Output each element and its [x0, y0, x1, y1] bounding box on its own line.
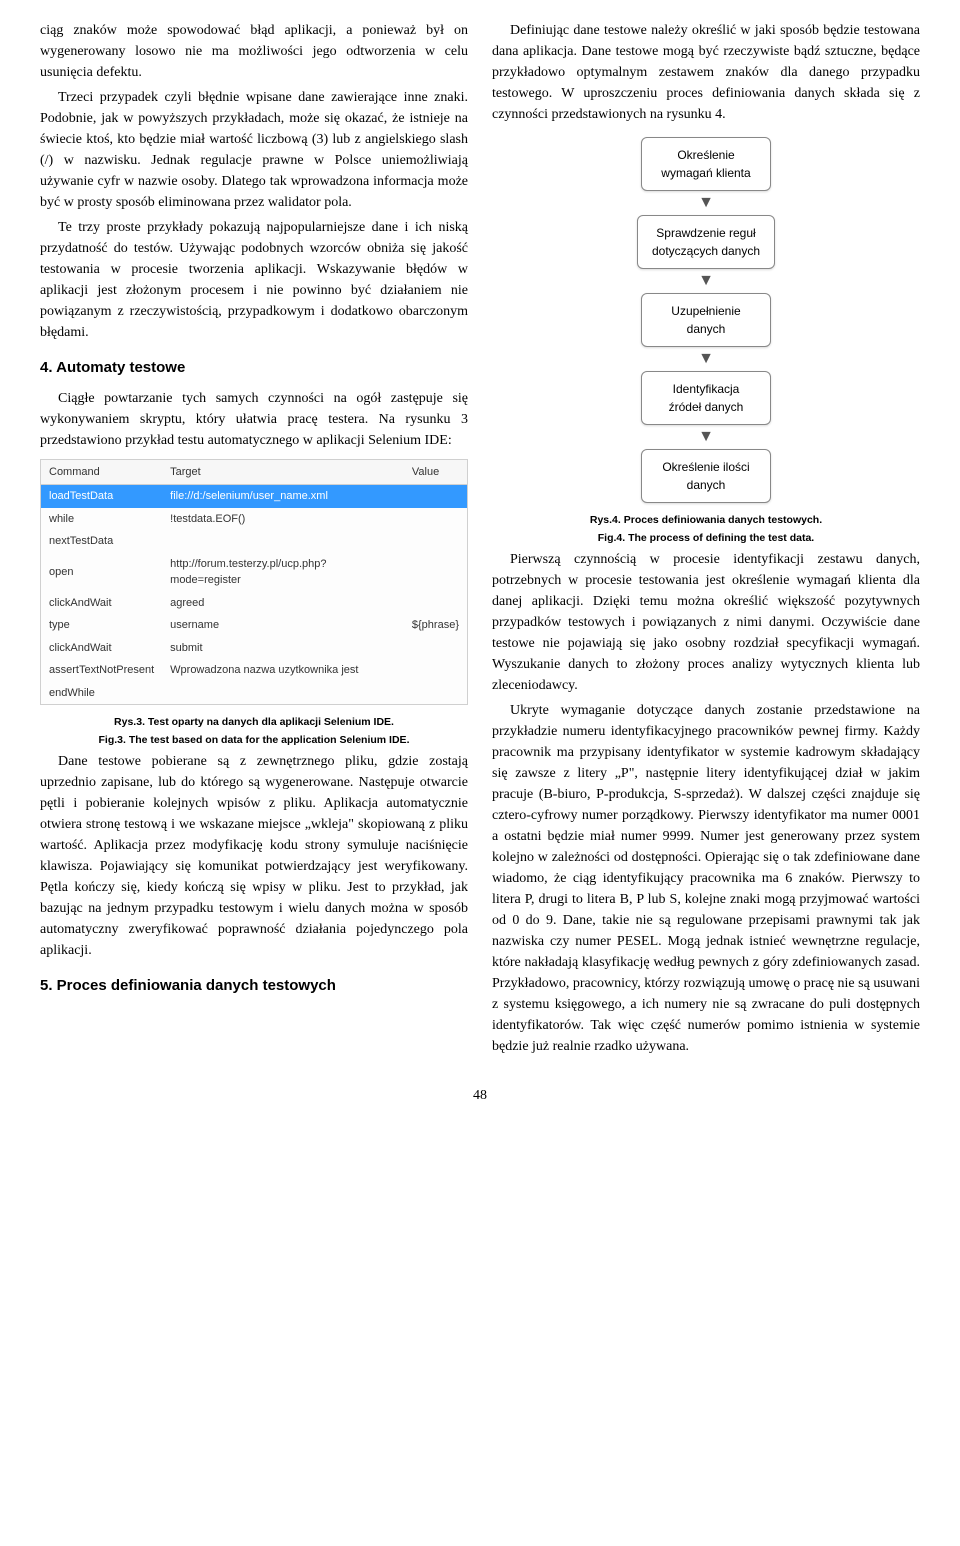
figure-4-caption-rys: Rys.4. Proces definiowania danych testow… [492, 513, 920, 529]
section-heading-4: 4. Automaty testowe [40, 357, 468, 380]
table-cell [404, 659, 468, 682]
selenium-ide-table: CommandTargetValue loadTestDatafile://d:… [40, 459, 468, 706]
table-cell: assertTextNotPresent [41, 659, 163, 682]
table-row: while!testdata.EOF() [41, 508, 468, 531]
para: Ciągłe powtarzanie tych samych czynności… [40, 388, 468, 451]
para: Trzeci przypadek czyli błędnie wpisane d… [40, 87, 468, 213]
para: Te trzy proste przykłady pokazują najpop… [40, 217, 468, 343]
flow-node: Uzupełnieniedanych [641, 293, 771, 347]
table-cell [404, 508, 468, 531]
table-header: Value [404, 459, 468, 485]
page-number: 48 [40, 1085, 920, 1106]
table-cell: http://forum.testerzy.pl/ucp.php?mode=re… [162, 553, 404, 592]
table-header: Command [41, 459, 163, 485]
figure-4-caption-fig: Fig.4. The process of defining the test … [492, 531, 920, 547]
table-cell: ${phrase} [404, 614, 468, 637]
table-row: clickAndWaitsubmit [41, 637, 468, 660]
right-column: Definiując dane testowe należy określić … [492, 20, 920, 1061]
table-header: Target [162, 459, 404, 485]
arrow-down-icon: ▼ [698, 273, 714, 289]
table-cell [162, 530, 404, 553]
table-cell [404, 682, 468, 705]
table-row: typeusername${phrase} [41, 614, 468, 637]
para: ciąg znaków może spowodować błąd aplikac… [40, 20, 468, 83]
table-row: endWhile [41, 682, 468, 705]
table-row: assertTextNotPresentWprowadzona nazwa uz… [41, 659, 468, 682]
table-cell [404, 592, 468, 615]
table-cell: endWhile [41, 682, 163, 705]
table-cell [404, 637, 468, 660]
para: Pierwszą czynnością w procesie identyfik… [492, 549, 920, 696]
section-heading-5: 5. Proces definiowania danych testowych [40, 975, 468, 998]
table-cell [404, 485, 468, 508]
para: Dane testowe pobierane są z zewnętrznego… [40, 751, 468, 961]
flow-node: Określeniewymagań klienta [641, 137, 771, 191]
table-cell: clickAndWait [41, 637, 163, 660]
table-cell: file://d:/selenium/user_name.xml [162, 485, 404, 508]
flow-node: Sprawdzenie regułdotyczących danych [637, 215, 775, 269]
table-cell: loadTestData [41, 485, 163, 508]
table-row: openhttp://forum.testerzy.pl/ucp.php?mod… [41, 553, 468, 592]
table-cell: type [41, 614, 163, 637]
table-cell: agreed [162, 592, 404, 615]
flowchart-figure-4: Określeniewymagań klienta ▼ Sprawdzenie re… [492, 137, 920, 503]
table-cell: open [41, 553, 163, 592]
table-cell: submit [162, 637, 404, 660]
table-cell: while [41, 508, 163, 531]
figure-3-caption-rys: Rys.3. Test oparty na danych dla aplikac… [40, 715, 468, 731]
table-cell: Wprowadzona nazwa uzytkownika jest [162, 659, 404, 682]
table-cell: clickAndWait [41, 592, 163, 615]
arrow-down-icon: ▼ [698, 195, 714, 211]
arrow-down-icon: ▼ [698, 429, 714, 445]
table-row: loadTestDatafile://d:/selenium/user_name… [41, 485, 468, 508]
table-cell [404, 530, 468, 553]
flow-node: Określenie ilościdanych [641, 449, 771, 503]
arrow-down-icon: ▼ [698, 351, 714, 367]
table-cell [404, 553, 468, 592]
para: Ukryte wymaganie dotyczące danych zostan… [492, 700, 920, 1057]
table-cell: !testdata.EOF() [162, 508, 404, 531]
table-row: clickAndWaitagreed [41, 592, 468, 615]
flow-node: Identyfikacjaźródeł danych [641, 371, 771, 425]
figure-3-caption-fig: Fig.3. The test based on data for the ap… [40, 733, 468, 749]
table-cell: nextTestData [41, 530, 163, 553]
table-cell: username [162, 614, 404, 637]
para: Definiując dane testowe należy określić … [492, 20, 920, 125]
left-column: ciąg znaków może spowodować błąd aplikac… [40, 20, 468, 1061]
table-row: nextTestData [41, 530, 468, 553]
table-cell [162, 682, 404, 705]
